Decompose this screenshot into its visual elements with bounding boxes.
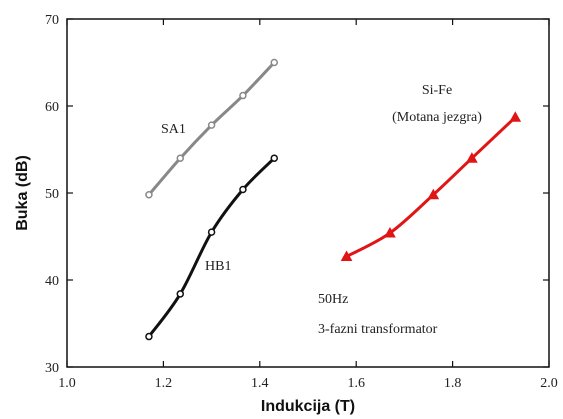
data-point: [509, 111, 522, 122]
series-layer: [145, 58, 522, 341]
axis-ticks: [66, 18, 550, 368]
x-axis-title: Indukcija (T): [261, 398, 355, 415]
annotation-frequency: 50Hz: [318, 292, 348, 307]
plot-frame: [66, 18, 550, 368]
x-tick-label: 1.0: [58, 376, 76, 391]
annotation-transformer: 3-fazni transformator: [318, 322, 438, 337]
y-axis-title: Buka (dB): [14, 155, 31, 231]
data-point: [239, 91, 247, 100]
series-1: [145, 154, 279, 341]
data-point: [145, 190, 153, 199]
data-point: [239, 185, 247, 194]
data-point: [176, 154, 185, 162]
series-line: [345, 115, 517, 259]
data-point: [384, 226, 396, 238]
x-tick-label: 1.6: [347, 376, 365, 391]
data-point: [176, 290, 185, 298]
x-tick-label: 1.2: [155, 376, 173, 391]
series-line: [147, 156, 276, 339]
axis-tick-labels: 1.0 1.2 1.4 1.6 1.8 2.0 30 40 50 60 70: [45, 13, 558, 391]
data-point: [270, 58, 279, 67]
x-tick-label: 2.0: [540, 376, 558, 391]
data-point: [207, 121, 216, 129]
annotation-sife-line1: Si-Fe: [422, 83, 452, 98]
series-2: [340, 111, 522, 262]
x-tick-label: 1.8: [444, 376, 462, 391]
y-tick-label: 40: [45, 274, 59, 289]
data-point: [207, 228, 216, 236]
x-tick-label: 1.4: [251, 376, 269, 391]
y-tick-label: 70: [45, 13, 59, 28]
data-point: [466, 152, 478, 163]
data-point: [270, 154, 279, 162]
annotation-sa1: SA1: [161, 122, 186, 137]
data-point: [427, 188, 440, 200]
annotation-hb1: HB1: [205, 259, 231, 274]
data-point: [145, 332, 153, 341]
annotation-sife-line2: (Motana jezgra): [392, 110, 482, 125]
series-0: [145, 58, 279, 199]
y-tick-label: 50: [45, 187, 59, 202]
data-point: [340, 250, 353, 262]
y-tick-label: 30: [45, 361, 59, 376]
y-tick-label: 60: [45, 100, 59, 115]
